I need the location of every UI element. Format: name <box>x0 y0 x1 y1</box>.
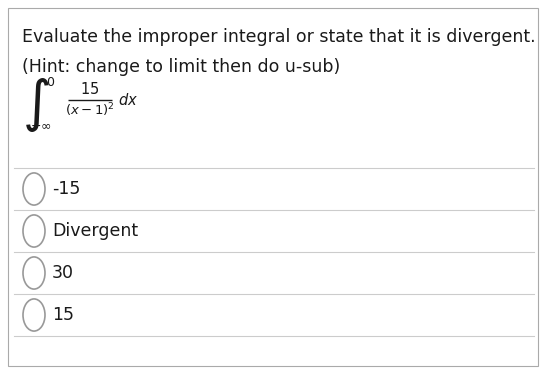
Text: $0$: $0$ <box>46 76 55 89</box>
Text: Evaluate the improper integral or state that it is divergent.: Evaluate the improper integral or state … <box>22 28 535 46</box>
Text: (Hint: change to limit then do u-sub): (Hint: change to limit then do u-sub) <box>22 58 340 76</box>
Text: Divergent: Divergent <box>52 222 138 240</box>
Text: $-\infty$: $-\infty$ <box>30 119 52 132</box>
Text: $dx$: $dx$ <box>118 92 138 108</box>
Text: 15: 15 <box>52 306 74 324</box>
Text: -15: -15 <box>52 180 81 198</box>
Text: $(x-1)^2$: $(x-1)^2$ <box>65 101 115 118</box>
Text: 30: 30 <box>52 264 74 282</box>
Text: $\int$: $\int$ <box>22 76 49 134</box>
Text: $15$: $15$ <box>81 81 100 97</box>
